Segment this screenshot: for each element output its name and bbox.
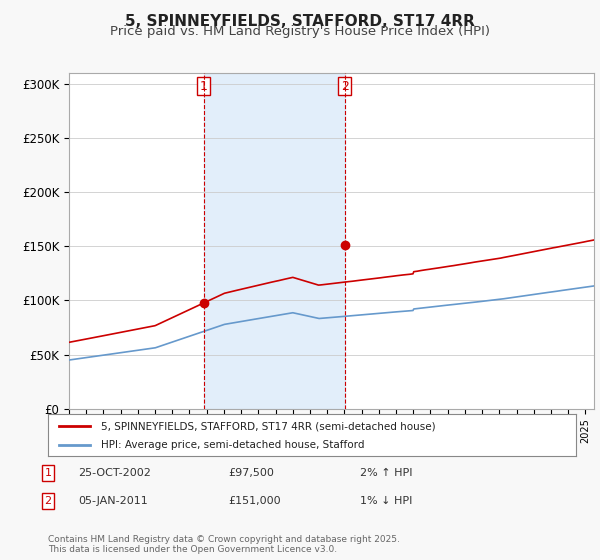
Text: 2: 2 <box>341 80 349 92</box>
Text: Price paid vs. HM Land Registry's House Price Index (HPI): Price paid vs. HM Land Registry's House … <box>110 25 490 38</box>
Text: £151,000: £151,000 <box>228 496 281 506</box>
Text: 2% ↑ HPI: 2% ↑ HPI <box>360 468 413 478</box>
Text: 1: 1 <box>44 468 52 478</box>
Text: 1% ↓ HPI: 1% ↓ HPI <box>360 496 412 506</box>
Text: 2: 2 <box>44 496 52 506</box>
Text: £97,500: £97,500 <box>228 468 274 478</box>
Text: 25-OCT-2002: 25-OCT-2002 <box>78 468 151 478</box>
Text: 5, SPINNEYFIELDS, STAFFORD, ST17 4RR (semi-detached house): 5, SPINNEYFIELDS, STAFFORD, ST17 4RR (se… <box>101 421 436 431</box>
Bar <box>203 73 345 409</box>
Text: 5, SPINNEYFIELDS, STAFFORD, ST17 4RR: 5, SPINNEYFIELDS, STAFFORD, ST17 4RR <box>125 14 475 29</box>
Text: 05-JAN-2011: 05-JAN-2011 <box>78 496 148 506</box>
Text: HPI: Average price, semi-detached house, Stafford: HPI: Average price, semi-detached house,… <box>101 440 364 450</box>
Text: Contains HM Land Registry data © Crown copyright and database right 2025.
This d: Contains HM Land Registry data © Crown c… <box>48 535 400 554</box>
Text: 1: 1 <box>200 80 208 92</box>
